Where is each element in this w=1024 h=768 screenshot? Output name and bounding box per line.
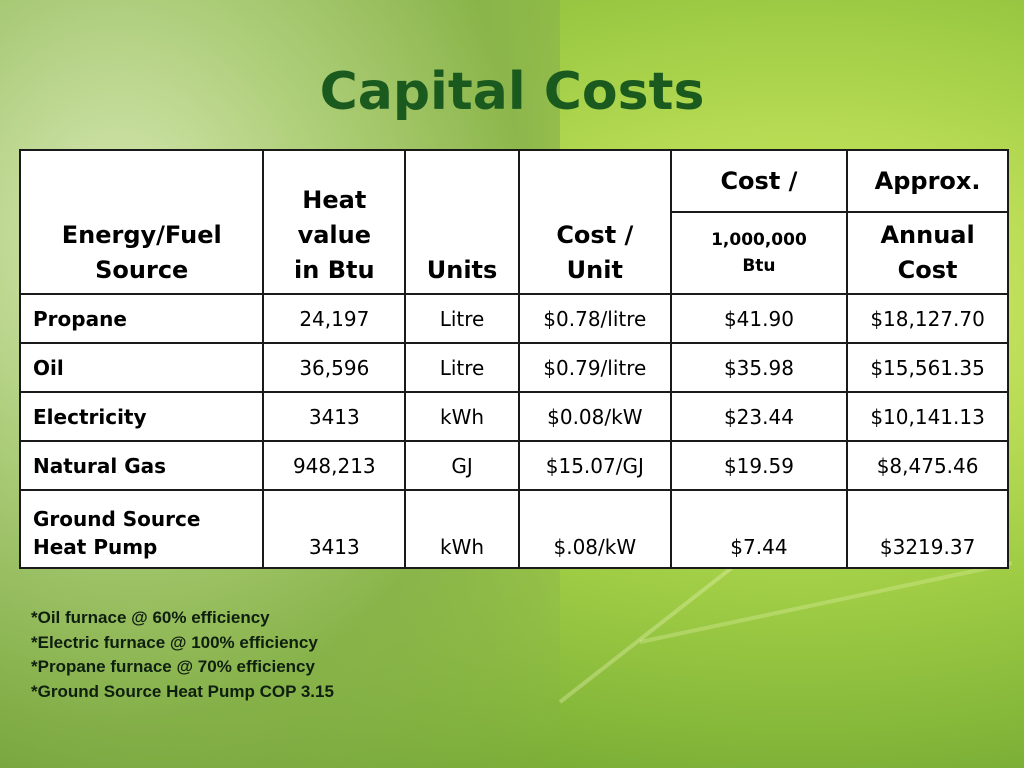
cell-annual-cost: $15,561.35 (846, 342, 1009, 393)
cell-annual-cost: $8,475.46 (846, 440, 1009, 491)
header-annual-bottom: Annual Cost (846, 211, 1009, 295)
table-header-row: 1,000,000 Btu Annual Cost (20, 211, 1009, 295)
header-text: Energy/Fuel (61, 221, 222, 249)
cell-annual-cost: $3219.37 (846, 489, 1009, 569)
cell-cost-per-mbtu: $23.44 (669, 391, 849, 442)
cell-source: Propane (18, 293, 265, 344)
header-cost-per-mbtu-bottom: 1,000,000 Btu (669, 211, 849, 295)
capital-costs-table: Energy/Fuel Source Heat value in Btu Uni… (18, 149, 1009, 569)
cell-source-line: Heat Pump (33, 535, 158, 559)
cell-heat-value: 3413 (262, 391, 407, 442)
cell-cost-per-mbtu: $35.98 (669, 342, 849, 393)
header-text: value (297, 221, 372, 249)
header-cost-per-mbtu-top: Cost / (669, 149, 849, 213)
table-row: Oil 36,596 Litre $0.79/litre $35.98 $15,… (18, 342, 1009, 393)
cell-heat-value: 36,596 (262, 342, 407, 393)
header-text: Heat (302, 186, 367, 214)
cell-annual-cost: $18,127.70 (846, 293, 1009, 344)
header-text: Cost (897, 256, 958, 284)
table-row: Electricity 3413 kWh $0.08/kW $23.44 $10… (18, 391, 1009, 442)
cell-source: Electricity (18, 391, 265, 442)
cell-cost-unit: $0.79/litre (517, 342, 672, 393)
table-row: Ground Source Heat Pump 3413 kWh $.08/kW… (18, 489, 1009, 569)
header-annual-top: Approx. (846, 149, 1009, 213)
table-row: Propane 24,197 Litre $0.78/litre $41.90 … (18, 293, 1009, 344)
header-heat-value: Heat value in Btu (262, 149, 407, 295)
cell-cost-unit: $0.08/kW (517, 391, 672, 442)
footnote: *Ground Source Heat Pump COP 3.15 (31, 681, 334, 701)
cell-cost-unit: $.08/kW (517, 489, 672, 569)
header-text: Unit (566, 256, 623, 284)
table-header-row: Energy/Fuel Source Heat value in Btu Uni… (18, 149, 1009, 295)
cell-units: kWh (404, 391, 520, 442)
leaf-vein-decoration (639, 561, 1013, 644)
cell-source-line: Ground Source (33, 507, 201, 531)
cell-source: Natural Gas (18, 440, 265, 491)
cell-source: Ground Source Heat Pump (18, 489, 265, 569)
cell-annual-cost: $10,141.13 (846, 391, 1009, 442)
cell-heat-value: 948,213 (262, 440, 407, 491)
cell-heat-value: 24,197 (262, 293, 407, 344)
footnotes: *Oil furnace @ 60% efficiency *Electric … (31, 606, 334, 704)
header-units: Units (404, 149, 520, 295)
header-text: 1,000,000 (711, 230, 807, 250)
footnote: *Propane furnace @ 70% efficiency (31, 657, 315, 676)
header-energy-source: Energy/Fuel Source (18, 149, 265, 295)
header-cost-per-unit: Cost / Unit (517, 149, 672, 295)
cell-units: kWh (404, 489, 520, 569)
cell-units: Litre (404, 342, 520, 393)
header-text: Btu (742, 256, 776, 276)
footnote: *Electric furnace @ 100% efficiency (31, 632, 318, 652)
header-text: Source (95, 256, 189, 284)
table-row: Natural Gas 948,213 GJ $15.07/GJ $19.59 … (18, 440, 1009, 491)
cell-units: GJ (404, 440, 520, 491)
cell-cost-per-mbtu: $41.90 (669, 293, 849, 344)
cell-cost-per-mbtu: $7.44 (669, 489, 849, 569)
cell-units: Litre (404, 293, 520, 344)
cell-cost-unit: $0.78/litre (517, 293, 672, 344)
cell-heat-value: 3413 (262, 489, 407, 569)
header-text: Cost / (556, 221, 634, 249)
header-text: Annual (880, 221, 975, 249)
header-text: in Btu (294, 256, 375, 284)
cell-cost-per-mbtu: $19.59 (669, 440, 849, 491)
footnote: *Oil furnace @ 60% efficiency (31, 608, 270, 627)
slide-title: Capital Costs (319, 62, 705, 122)
cell-cost-unit: $15.07/GJ (517, 440, 672, 491)
cell-source: Oil (18, 342, 265, 393)
